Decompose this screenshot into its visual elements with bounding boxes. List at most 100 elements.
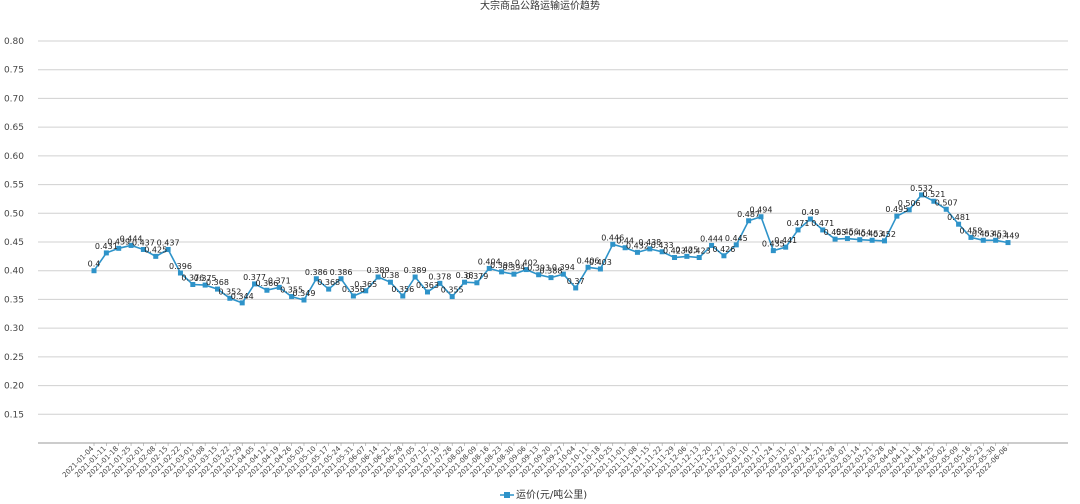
data-point [289,294,295,300]
data-label: 0.438 [638,238,661,247]
data-point [116,245,122,251]
legend[interactable]: 运价(元/吨公里) [500,488,587,501]
data-point [437,280,443,286]
data-label: 0.452 [873,230,896,239]
data-point [943,206,949,212]
data-point [499,269,505,275]
data-point [202,282,208,288]
data-label: 0.396 [169,262,192,271]
data-label: 0.355 [441,286,464,295]
data-point [659,249,665,255]
data-label: 0.454 [848,229,871,238]
data-point [931,198,937,204]
data-point [919,192,925,198]
data-label: 0.394 [502,263,525,272]
data-point [128,242,134,248]
y-tick-label: 0.70 [4,94,24,104]
data-point [536,272,542,278]
data-label: 0.532 [910,184,933,193]
data-label: 0.495 [885,205,908,214]
data-label: 0.402 [515,259,538,268]
data-label: 0.356 [391,285,414,294]
data-label: 0.445 [725,234,748,243]
data-point [338,276,344,282]
data-point [597,266,603,272]
data-label: 0.352 [218,287,241,296]
data-point [956,221,962,227]
data-point [523,267,529,273]
data-label: 0.444 [700,234,723,243]
data-labels: 0.40.4310.4390.4440.4370.4250.4370.3960.… [88,184,1020,301]
data-label: 0.44 [616,237,634,246]
data-point [993,237,999,243]
data-label: 0.344 [231,292,254,301]
data-point [548,275,554,281]
data-point [820,227,826,233]
data-label: 0.38 [382,271,400,280]
data-point [610,241,616,247]
data-label: 0.453 [972,229,995,238]
series-freight-rate [91,192,1011,306]
data-label: 0.366 [255,279,278,288]
data-point [103,250,109,256]
data-label: 0.431 [95,242,118,251]
data-point [387,279,393,285]
data-label: 0.393 [527,264,550,273]
data-point [252,281,258,287]
data-label: 0.433 [651,241,674,250]
data-label: 0.371 [268,276,291,285]
data-label: 0.368 [317,278,340,287]
data-point [844,236,850,242]
data-label: 0.403 [589,258,612,267]
data-point [783,244,789,250]
data-label: 0.4 [88,260,101,269]
y-tick-label: 0.50 [4,209,24,219]
y-tick-label: 0.35 [4,295,24,305]
y-tick-label: 0.75 [4,66,24,76]
data-point [363,288,369,294]
data-point [807,216,813,222]
data-point [301,297,307,303]
data-point [153,253,159,259]
data-point [215,286,221,292]
data-label: 0.437 [132,238,155,247]
data-label: 0.377 [243,273,266,282]
data-label: 0.363 [416,281,439,290]
data-label: 0.49 [801,208,819,217]
data-label: 0.406 [577,256,600,265]
data-point [276,284,282,290]
data-label: 0.356 [342,285,365,294]
legend-label: 运价(元/吨公里) [516,488,587,501]
data-label: 0.439 [107,237,130,246]
data-label: 0.453 [861,229,884,238]
data-point [177,270,183,276]
data-point [696,255,702,261]
data-point [264,287,270,293]
data-label: 0.423 [688,247,711,256]
data-label: 0.388 [540,267,563,276]
data-label: 0.521 [922,190,945,199]
data-label: 0.471 [787,219,810,228]
data-label: 0.458 [959,226,982,235]
data-point [881,238,887,244]
data-label: 0.441 [774,236,797,245]
data-point [449,294,455,300]
data-label: 0.425 [144,245,167,254]
data-label: 0.355 [280,286,303,295]
data-point [622,245,628,251]
data-label: 0.453 [984,229,1007,238]
data-point [1005,240,1011,246]
y-tick-label: 0.15 [4,410,24,420]
data-point [721,253,727,259]
data-label: 0.455 [824,228,847,237]
data-point [560,271,566,277]
data-point [474,280,480,286]
data-point [573,285,579,291]
data-label: 0.389 [404,266,427,275]
data-label: 0.423 [663,247,686,256]
data-point [91,268,97,274]
data-label: 0.398 [490,261,513,270]
data-label: 0.425 [675,245,698,254]
data-point [375,274,381,280]
